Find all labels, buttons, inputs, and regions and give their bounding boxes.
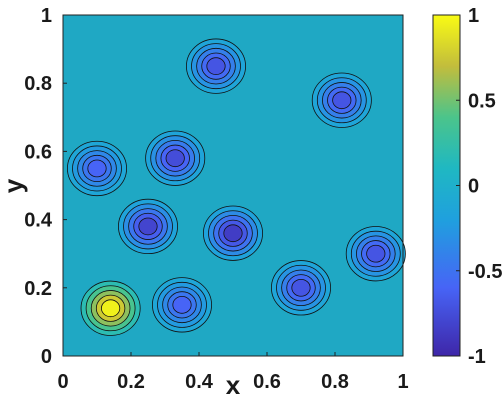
y-tick-label: 1 [41, 5, 52, 27]
x-tick-label: 1 [397, 371, 408, 393]
x-tick-label: 0.8 [321, 371, 349, 393]
contour-ring [138, 217, 158, 236]
colorbar-gradient [432, 14, 461, 357]
contour-ring [172, 296, 192, 314]
x-tick-label: 0.6 [253, 371, 281, 393]
contour-ring [332, 91, 352, 110]
colorbar-tick-label: 1 [468, 5, 479, 27]
contour-ring [87, 159, 107, 178]
contour-ring [206, 57, 226, 75]
contour-ring [101, 299, 121, 318]
x-axis: 0 0.2 0.4 0.6 0.8 1 [57, 352, 409, 393]
contour-ring [366, 244, 386, 263]
plot-area [62, 14, 406, 357]
plot-frame [62, 14, 404, 357]
x-tick-label: 0.4 [185, 371, 214, 393]
colorbar-tick-label: -0.5 [468, 261, 502, 283]
y-tick-label: 0.4 [24, 210, 53, 232]
x-tick-label: 0.2 [117, 371, 145, 393]
contour-ring [223, 224, 243, 243]
colorbar-ticks: 1 0.5 0 -0.5 -1 [456, 5, 502, 368]
y-tick-label: 0.8 [24, 73, 52, 95]
contour-ring [291, 278, 311, 297]
x-tick-label: 0 [57, 371, 68, 393]
contour-field [67, 38, 406, 336]
y-tick-label: 0 [41, 346, 52, 368]
y-axis: 0 0.2 0.4 0.6 0.8 1 [24, 5, 67, 368]
y-axis-label: y [0, 178, 28, 193]
contour-ring [165, 149, 185, 168]
colorbar: 1 0.5 0 -0.5 -1 [432, 5, 502, 368]
colorbar-tick-label: -1 [468, 346, 486, 368]
x-axis-label: x [226, 370, 241, 400]
colorbar-tick-label: 0 [468, 176, 479, 198]
colorbar-tick-label: 0.5 [468, 90, 496, 112]
y-tick-label: 0.2 [24, 278, 52, 300]
y-tick-label: 0.6 [24, 141, 52, 163]
